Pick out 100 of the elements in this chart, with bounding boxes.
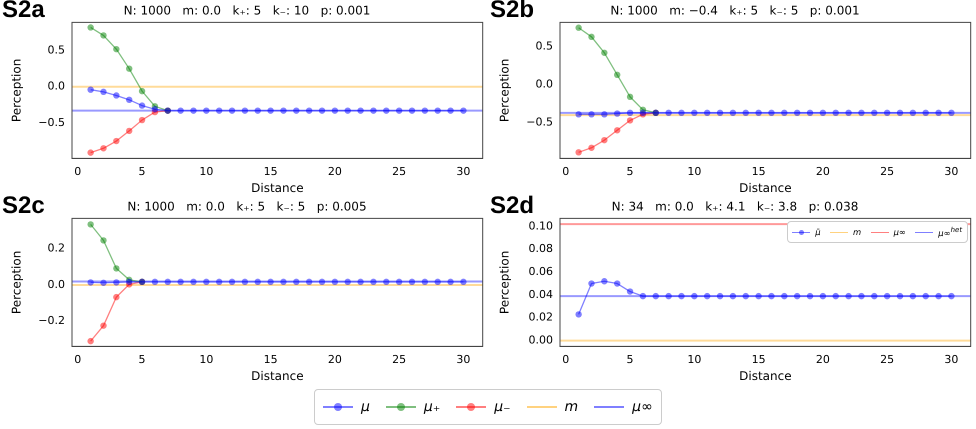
point — [806, 292, 814, 300]
point — [332, 107, 338, 114]
point — [126, 128, 132, 134]
point — [113, 294, 120, 300]
point — [422, 278, 428, 286]
point — [318, 107, 326, 114]
x-tick-label: 20 — [328, 352, 342, 366]
point — [768, 292, 775, 300]
x-tick-label: 0 — [74, 352, 82, 366]
x-tick-label: 15 — [264, 352, 278, 366]
point — [203, 278, 210, 286]
y-axis-title: Perception — [9, 250, 24, 314]
point — [665, 110, 672, 116]
point — [742, 110, 749, 116]
point — [254, 278, 261, 286]
point — [396, 278, 402, 286]
legend-label: μ∞$^{het}$ — [938, 226, 962, 238]
y-tick-label: 0.2 — [48, 241, 65, 254]
point — [820, 110, 826, 116]
x-tick-label: 20 — [816, 352, 830, 366]
chart-subtitle: N: 1000 m: −0.4 k₊: 5 k₋: 5 p: 0.001 — [610, 3, 860, 18]
point — [588, 280, 595, 287]
point — [832, 292, 839, 300]
x-tick-label: 5 — [626, 164, 634, 178]
point — [678, 292, 685, 300]
y-tick-label: −0.2 — [38, 314, 65, 328]
point — [228, 278, 236, 286]
point — [871, 292, 878, 300]
point — [832, 110, 839, 116]
x-axis-title: Distance — [739, 180, 792, 195]
point — [203, 107, 210, 114]
point — [935, 292, 942, 300]
point — [138, 116, 146, 124]
point — [383, 278, 390, 286]
x-tick-label: 10 — [687, 164, 702, 178]
x-tick-label: 10 — [199, 352, 214, 366]
point — [626, 117, 634, 124]
point — [138, 88, 146, 94]
point — [896, 292, 904, 300]
x-tick-label: 30 — [456, 352, 470, 366]
legend-label: μ₋ — [494, 399, 511, 415]
point — [370, 278, 377, 286]
point — [678, 110, 685, 116]
point — [152, 278, 158, 286]
chart-subtitle: N: 1000 m: 0.0 k₊: 5 k₋: 10 p: 0.001 — [124, 3, 370, 18]
point — [177, 107, 184, 114]
point — [228, 107, 236, 114]
point — [794, 110, 800, 116]
y-tick-label: 0.0 — [536, 78, 553, 91]
point — [190, 107, 197, 114]
y-tick-label: 0.5 — [48, 43, 65, 56]
point — [293, 278, 300, 286]
point — [242, 107, 248, 114]
point — [820, 292, 826, 300]
point — [601, 278, 608, 284]
point — [730, 292, 736, 300]
point — [267, 278, 274, 286]
point — [460, 107, 467, 114]
y-axis-title: Perception — [497, 250, 512, 314]
point — [280, 278, 287, 286]
point — [730, 110, 736, 116]
point — [665, 292, 672, 300]
y-tick-label: 0.06 — [528, 264, 553, 278]
chart-title: S2a — [2, 0, 45, 24]
x-tick-label: 25 — [880, 164, 894, 178]
x-tick-label: 0 — [74, 164, 82, 178]
point — [910, 292, 916, 300]
point — [87, 279, 94, 286]
point — [922, 292, 929, 300]
y-tick-label: 0.0 — [48, 278, 65, 291]
point — [871, 110, 878, 116]
point — [87, 86, 94, 93]
point — [704, 292, 710, 300]
point — [626, 288, 634, 295]
y-tick-label: 0.00 — [528, 334, 553, 347]
point — [408, 107, 416, 114]
point — [87, 221, 94, 228]
point — [614, 280, 620, 287]
x-tick-label: 20 — [816, 164, 830, 178]
point — [100, 145, 107, 152]
point — [113, 46, 120, 52]
point — [601, 111, 608, 118]
y-axis-title: Perception — [497, 58, 512, 122]
y-tick-label: 0.04 — [528, 288, 553, 301]
point — [280, 107, 287, 114]
point — [370, 107, 377, 114]
point — [113, 138, 120, 144]
point — [922, 110, 929, 116]
point — [87, 338, 94, 344]
legend-label: μ∞ — [894, 227, 906, 238]
point — [626, 94, 634, 100]
point — [190, 278, 197, 286]
point — [588, 34, 595, 40]
x-tick-label: 25 — [392, 352, 406, 366]
chart-title: S2d — [490, 192, 534, 220]
y-tick-label: 0.08 — [528, 242, 553, 256]
y-tick-label: −0.5 — [38, 116, 65, 129]
point — [742, 292, 749, 300]
point — [601, 50, 608, 56]
point — [357, 278, 364, 286]
